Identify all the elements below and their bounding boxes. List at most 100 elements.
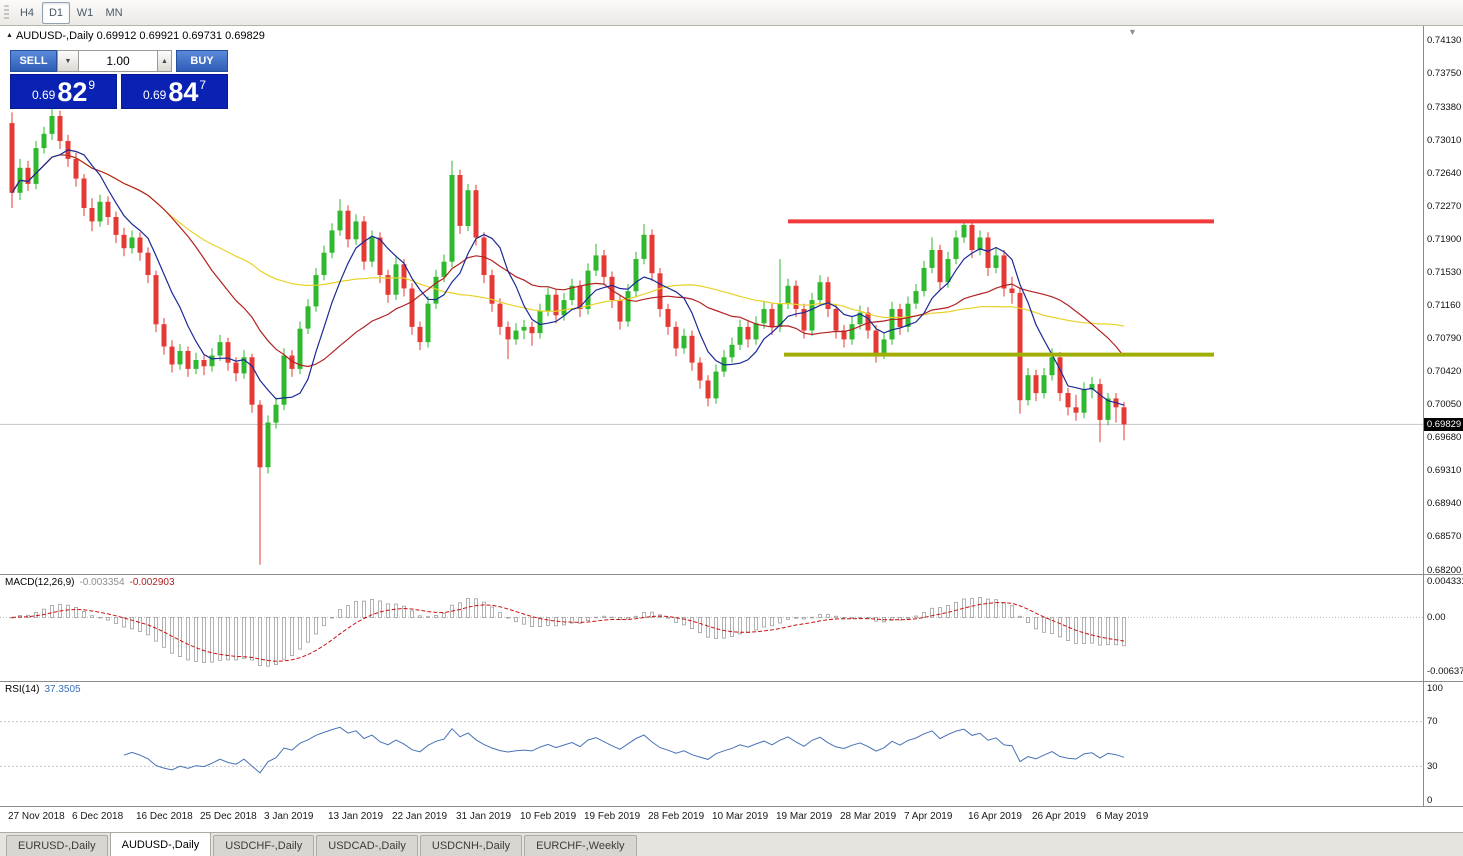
sell-price-prefix: 0.69 xyxy=(31,88,56,102)
rsi-value: 37.3505 xyxy=(44,684,81,695)
macd-canvas[interactable]: MACD(12,26,9) -0.003354 -0.002903 xyxy=(0,575,1423,681)
y-axis-label: 0.68940 xyxy=(1427,498,1462,510)
y-axis-label: 0.69680 xyxy=(1427,432,1462,444)
rsi-canvas[interactable]: RSI(14) 37.3505 xyxy=(0,682,1423,806)
tab-label: USDCHF-,Daily xyxy=(225,840,303,852)
rsi-label: RSI(14) 37.3505 xyxy=(5,684,81,695)
buy-price-prefix: 0.69 xyxy=(142,88,167,102)
y-axis-label: 0.73750 xyxy=(1427,68,1462,80)
tab-eurchf-weekly[interactable]: EURCHF-,Weekly xyxy=(524,835,637,856)
x-axis-label: 19 Feb 2019 xyxy=(584,811,641,822)
macd-label: MACD(12,26,9) -0.003354 -0.002903 xyxy=(5,577,175,588)
x-axis-label: 7 Apr 2019 xyxy=(904,811,953,822)
x-axis-label: 25 Dec 2018 xyxy=(200,811,257,822)
y-axis-label: 0.71530 xyxy=(1427,266,1462,278)
y-axis-label: 0.68200 xyxy=(1427,564,1462,576)
y-axis-label: 0.72270 xyxy=(1427,200,1462,212)
y-axis-label: 0.71900 xyxy=(1427,233,1462,245)
x-axis-label: 26 Apr 2019 xyxy=(1032,811,1086,822)
y-axis-label: 0.00 xyxy=(1427,611,1446,623)
rsi-chart[interactable] xyxy=(0,682,1423,806)
tab-audusd-daily[interactable]: AUDUSD-,Daily xyxy=(109,832,212,856)
x-axis-label: 10 Mar 2019 xyxy=(712,811,769,822)
candlestick-chart[interactable] xyxy=(0,26,1423,574)
buy-price-big: 84 xyxy=(168,77,199,107)
sell-price-pip: 9 xyxy=(88,78,96,92)
y-axis-label: 0.70420 xyxy=(1427,366,1462,378)
x-axis-label: 31 Jan 2019 xyxy=(456,811,512,822)
macd-panel: MACD(12,26,9) -0.003354 -0.002903 0.004331… xyxy=(0,574,1463,681)
x-axis-label: 28 Mar 2019 xyxy=(840,811,897,822)
x-axis-label: 28 Feb 2019 xyxy=(648,811,705,822)
y-axis-label: 0.70790 xyxy=(1427,333,1462,345)
y-axis-label: 0.71160 xyxy=(1427,299,1461,311)
price-axis[interactable]: 0.69829 0.74130 0.73750 0.73380 0.73010 0.72… xyxy=(1423,26,1463,576)
x-axis-label: 13 Jan 2019 xyxy=(328,811,384,822)
chart-window: ▲ AUDUSD-,Daily 0.69912 0.69921 0.69731 0… xyxy=(0,26,1463,832)
price-panel: ▲ AUDUSD-,Daily 0.69912 0.69921 0.69731 0… xyxy=(0,26,1463,576)
y-axis-label: 0.69310 xyxy=(1427,465,1462,477)
y-axis-label: 0.73380 xyxy=(1427,101,1462,113)
sell-button[interactable]: SELL xyxy=(10,50,57,72)
macd-main-value: -0.003354 xyxy=(79,577,125,588)
tab-label: EURUSD-,Daily xyxy=(18,840,96,852)
one-click-trading-panel: SELL ▼ 1.00 ▲ BUY 0.69 82 9 0.69 84 7 xyxy=(10,50,228,109)
tab-usdchf-daily[interactable]: USDCHF-,Daily xyxy=(213,835,315,856)
timeframe-button-mn[interactable]: MN xyxy=(105,6,123,19)
main-chart-canvas[interactable]: ▲ AUDUSD-,Daily 0.69912 0.69921 0.69731 0… xyxy=(0,26,1423,574)
tab-usdcnh-daily[interactable]: USDCNH-,Daily xyxy=(419,835,523,856)
x-axis-label: 3 Jan 2019 xyxy=(264,811,314,822)
rsi-name: RSI(14) xyxy=(5,684,40,695)
y-axis-label: 0.004331 xyxy=(1427,575,1463,587)
timeframe-toolbar: H4 D1 W1 MN xyxy=(0,0,1463,26)
volume-decrease-button[interactable]: ▼ xyxy=(57,50,79,72)
chart-tab-bar: EURUSD-,Daily AUDUSD-,Daily USDCHF-,Dail… xyxy=(0,832,1463,856)
rsi-axis: 100 70 30 0 xyxy=(1423,682,1463,806)
timeframe-button-w1[interactable]: W1 xyxy=(76,6,94,19)
time-axis[interactable]: 27 Nov 2018 6 Dec 2018 16 Dec 2018 25 Dec 2… xyxy=(0,806,1463,832)
x-axis-label: 10 Feb 2019 xyxy=(520,811,577,822)
sell-price-button[interactable]: 0.69 82 9 xyxy=(10,74,117,109)
x-axis-label: 6 May 2019 xyxy=(1096,811,1149,822)
y-axis-label: 0.70050 xyxy=(1427,399,1462,411)
timeframe-button-d1[interactable]: D1 xyxy=(42,1,70,24)
y-axis-label: -0.006371 xyxy=(1427,665,1463,677)
volume-increase-button[interactable]: ▲ xyxy=(157,50,172,72)
buy-price-button[interactable]: 0.69 84 7 xyxy=(121,74,228,109)
x-axis-label: 16 Dec 2018 xyxy=(136,811,193,822)
x-axis-label: 27 Nov 2018 xyxy=(8,811,65,822)
x-axis-label: 16 Apr 2019 xyxy=(968,811,1022,822)
tab-label: AUDUSD-,Daily xyxy=(121,838,200,851)
tab-label: USDCNH-,Daily xyxy=(431,840,511,852)
rsi-panel: RSI(14) 37.3505 100 70 30 0 xyxy=(0,681,1463,806)
y-axis-label: 0.73010 xyxy=(1427,134,1462,146)
x-axis-label: 19 Mar 2019 xyxy=(776,811,833,822)
buy-button[interactable]: BUY xyxy=(176,50,228,72)
y-axis-label: 70 xyxy=(1427,716,1438,728)
macd-chart[interactable] xyxy=(0,575,1423,681)
price-shift-marker[interactable]: ▼ xyxy=(1128,27,1137,37)
chart-title: ▲ AUDUSD-,Daily 0.69912 0.69921 0.69731 0… xyxy=(6,30,265,42)
y-axis-label: 0.74130 xyxy=(1427,34,1462,46)
tab-eurusd-daily[interactable]: EURUSD-,Daily xyxy=(6,835,108,856)
tab-label: USDCAD-,Daily xyxy=(328,840,406,852)
macd-axis: 0.004331 0.00 -0.006371 xyxy=(1423,575,1463,681)
macd-signal-value: -0.002903 xyxy=(129,577,175,588)
y-axis-label: 100 xyxy=(1427,682,1443,694)
bid-price-tag: 0.69829 xyxy=(1424,417,1463,431)
tab-usdcad-daily[interactable]: USDCAD-,Daily xyxy=(316,835,418,856)
macd-name: MACD(12,26,9) xyxy=(5,577,75,588)
timeframe-button-h4[interactable]: H4 xyxy=(19,6,35,19)
y-axis-label: 0 xyxy=(1427,794,1433,806)
volume-input[interactable]: 1.00 xyxy=(79,50,157,72)
y-axis-label: 0.68570 xyxy=(1427,531,1462,543)
y-axis-label: 0.72640 xyxy=(1427,167,1462,179)
x-axis-label: 6 Dec 2018 xyxy=(72,811,124,822)
toolbar-drag-handle[interactable] xyxy=(4,4,9,21)
buy-price-pip: 7 xyxy=(199,78,207,92)
chart-symbol-icon: ▲ xyxy=(6,32,13,39)
tab-label: EURCHF-,Weekly xyxy=(536,840,625,852)
x-axis-label: 22 Jan 2019 xyxy=(392,811,448,822)
y-axis-label: 30 xyxy=(1427,760,1438,772)
sell-price-big: 82 xyxy=(57,77,88,107)
